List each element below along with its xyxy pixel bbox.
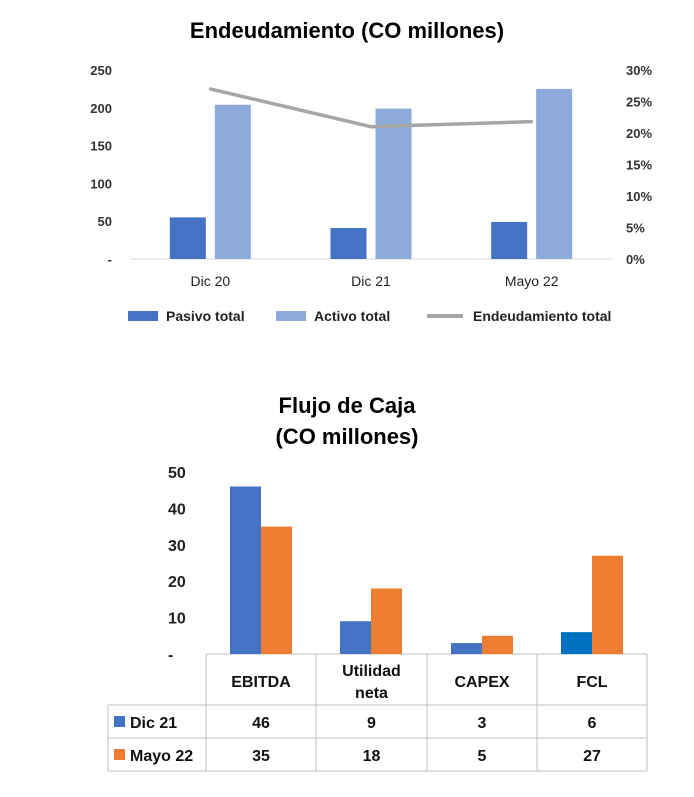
table-cell-mayo-22-fcl: 27 [583,748,601,765]
chart1-y-tick: 250 [90,63,112,78]
chart2-y-tick: 40 [168,501,186,518]
table-series-label-mayo-22: Mayo 22 [130,748,193,765]
chart1-y2-tick: 25% [626,95,652,110]
chart1-y-tick: 100 [90,176,112,191]
bar-mayo-22-utilidad-neta [371,588,402,654]
chart2-y-tick: 20 [168,574,186,591]
legend-swatch-endeudamiento [427,314,463,318]
chart1-y-tick: 50 [98,214,112,229]
chart1-y-tick: 150 [90,139,112,154]
table-header-ebitda: EBITDA [231,674,291,691]
chart1-y2-tick: 10% [626,189,652,204]
chart1-y-tick: 200 [90,101,112,116]
legend-item-pasivo: Pasivo total [128,308,245,324]
point-endeudamiento-dic-20 [208,87,212,91]
chart1-legend: Pasivo total Activo total Endeudamiento … [0,308,694,328]
legend-item-activo: Activo total [276,308,390,324]
table-series-label-dic-21: Dic 21 [130,715,177,732]
table-cell-mayo-22-utilidad-neta: 18 [363,748,381,765]
table-cell-dic-21-fcl: 6 [588,715,597,732]
legend-label-pasivo: Pasivo total [166,308,245,324]
table-cell-dic-21-capex: 3 [478,715,487,732]
bar-activo-total-mayo-22 [536,88,573,260]
chart1-title: Endeudamiento (CO millones) [189,18,505,43]
bar-mayo-22-ebitda [261,526,292,654]
bar-dic-21-fcl [561,632,592,654]
chart1-x-tick: Dic 21 [351,273,391,289]
bar-dic-21-ebitda [230,486,261,654]
legend-item-endeudamiento: Endeudamiento total [427,308,611,324]
chart1-y2-tick: 5% [626,221,645,236]
point-endeudamiento-dic-21 [369,125,373,129]
chart2-title-line2: (CO millones) [275,424,419,449]
chart1-y2-tick: 20% [626,126,652,141]
bar-mayo-22-fcl [592,555,623,654]
bar-activo-total-dic-21 [375,108,412,259]
legend-label-endeudamiento: Endeudamiento total [473,308,612,324]
table-header-fcl: FCL [576,674,607,691]
table-header-capex: CAPEX [454,674,509,691]
chart2-y-tick: - [168,647,173,664]
table-header-utilidad-neta: neta [355,685,388,702]
bar-activo-total-dic-20 [214,104,251,259]
bar-mayo-22-capex [482,635,513,654]
bar-dic-21-utilidad-neta [340,621,371,654]
table-cell-mayo-22-ebitda: 35 [252,748,270,765]
table-header-utilidad-neta: Utilidad [342,663,401,680]
bar-pasivo-total-dic-20 [169,217,206,259]
table-cell-dic-21-utilidad-neta: 9 [367,715,376,732]
debt-chart: - 50 100 150 200 250 0% 5% 10% 15% 20% 25% 30% Dic 20… [90,63,652,289]
bar-pasivo-total-mayo-22 [491,221,528,259]
table-cell-mayo-22-capex: 5 [478,748,487,765]
chart2-title-line1: Flujo de Caja [278,393,416,418]
table-swatch-mayo-22 [114,749,125,760]
chart1-x-tick: Mayo 22 [505,273,559,289]
chart2-y-tick: 50 [168,465,186,482]
chart1-y2-tick: 15% [626,158,652,173]
table-cell-dic-21-ebitda: 46 [252,715,270,732]
legend-label-activo: Activo total [314,308,391,324]
table-swatch-dic-21 [114,716,125,727]
legend-swatch-pasivo [128,311,158,321]
bar-pasivo-total-dic-21 [330,228,367,259]
chart1-x-tick: Dic 20 [190,273,230,289]
point-endeudamiento-mayo-22 [530,120,534,124]
chart1-y-tick: - [108,252,112,267]
chart2-y-tick: 10 [168,611,186,628]
legend-swatch-activo [276,311,306,321]
chart1-y2-tick: 0% [626,252,645,267]
chart2-y-tick: 30 [168,538,186,555]
chart1-y2-tick: 30% [626,63,652,78]
bar-dic-21-capex [451,643,482,654]
